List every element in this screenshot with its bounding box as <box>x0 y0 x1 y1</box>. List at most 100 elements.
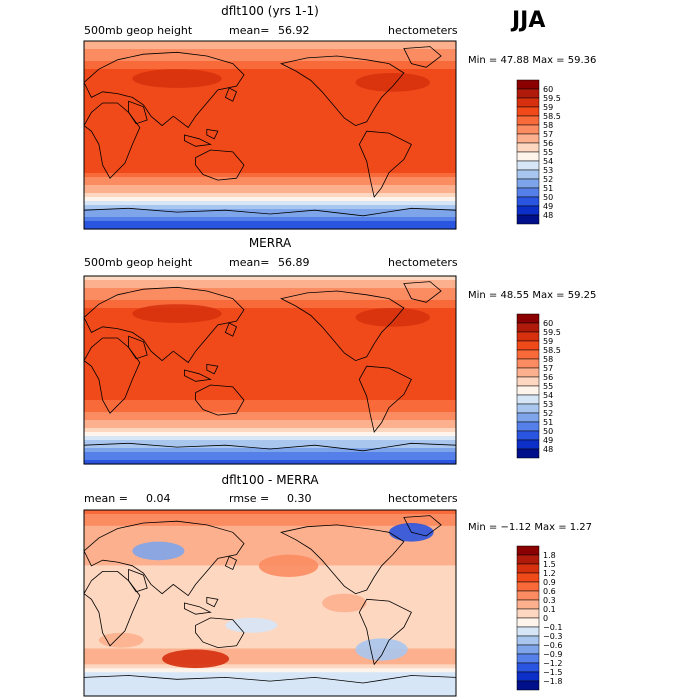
field-band <box>84 49 456 54</box>
panel-1-min-label: Min = <box>468 55 498 66</box>
panel-3-minmax: Min = −1.12 Max = 1.27 <box>468 522 592 533</box>
field-band <box>84 81 456 86</box>
field-band <box>84 668 456 673</box>
colorbar-swatch <box>516 367 540 378</box>
panel-2-minmax: Min = 48.55 Max = 59.25 <box>468 290 596 301</box>
field-band <box>84 340 456 345</box>
field-band <box>84 217 456 222</box>
field-band <box>84 165 456 170</box>
colorbar-swatch <box>516 169 540 180</box>
field-band <box>84 400 456 405</box>
field-band <box>84 636 456 642</box>
coastline-path <box>280 524 405 595</box>
field-band <box>84 608 456 614</box>
colorbar-swatch <box>516 214 540 225</box>
high-pressure-area <box>132 304 222 323</box>
panel-2-min-value: 48.55 <box>500 290 530 301</box>
field-band <box>84 428 456 433</box>
field-band <box>84 372 456 377</box>
colorbar-swatch <box>516 680 540 691</box>
colorbar-tick-label: 49 <box>543 202 553 211</box>
coastline-path <box>83 286 245 364</box>
field-band <box>84 664 456 669</box>
field-band <box>84 604 456 610</box>
field-band <box>84 300 456 305</box>
colorbar-swatch <box>516 151 540 162</box>
field-band <box>84 213 456 218</box>
colorbar-tick-label: 59 <box>543 337 553 346</box>
field-band <box>84 344 456 349</box>
field-band <box>84 157 456 162</box>
field-band <box>84 109 456 114</box>
colorbar-swatch <box>516 653 540 664</box>
colorbar-tick-label: 0 <box>543 614 548 623</box>
panel-2-units: hectometers <box>388 256 458 269</box>
field-band <box>84 585 456 590</box>
field-band <box>84 221 456 226</box>
colorbar-tick-label: 0.1 <box>543 605 556 614</box>
field-band <box>84 332 456 337</box>
coastline-path <box>128 335 148 360</box>
field-band <box>84 77 456 82</box>
map-frame <box>83 40 457 230</box>
field-band <box>84 513 456 519</box>
colorbar-swatch <box>516 142 540 153</box>
field-band <box>84 424 456 429</box>
colorbar-swatch <box>516 178 540 189</box>
colorbar-swatch <box>516 644 540 655</box>
colorbar-swatch <box>516 187 540 198</box>
field-band <box>84 537 456 543</box>
colorbar-tick-label: 52 <box>543 409 553 418</box>
field-band <box>84 521 456 527</box>
anomaly-patch <box>225 617 278 633</box>
field-band <box>84 612 456 618</box>
field-band <box>84 85 456 90</box>
field-band <box>84 225 456 230</box>
map-frame <box>83 509 457 697</box>
field-band <box>84 288 456 293</box>
colorbar-swatch <box>516 394 540 405</box>
field-band <box>84 328 456 333</box>
colorbar-swatch <box>516 88 540 99</box>
field-band <box>84 581 456 586</box>
colorbar-tick-label: 57 <box>543 364 553 373</box>
panel-2-title: MERRA <box>248 236 292 250</box>
field-band <box>84 360 456 365</box>
colorbar-swatch <box>516 608 540 619</box>
panel-3-max-label: Max = <box>534 522 567 533</box>
colorbar-tick-label: 56 <box>543 373 553 382</box>
field-band <box>84 149 456 154</box>
field-band <box>84 396 456 401</box>
coastline-path <box>195 617 245 649</box>
field-band <box>84 601 456 606</box>
colorbar-swatch <box>516 430 540 441</box>
field-band <box>84 408 456 413</box>
colorbar-swatch <box>516 599 540 610</box>
panel-1-map <box>83 40 457 230</box>
panel-1-min-value: 47.88 <box>500 55 530 66</box>
colorbar-tick-label: 52 <box>543 175 553 184</box>
colorbar-tick-label: 54 <box>543 157 553 166</box>
colorbar-swatch <box>516 196 540 207</box>
field-band <box>84 97 456 102</box>
panel-1-variable-label: 500mb geop height <box>84 24 193 37</box>
colorbar-swatch <box>516 133 540 144</box>
field-band <box>84 640 456 646</box>
field-band <box>84 145 456 150</box>
field-band <box>84 652 456 658</box>
field-band <box>84 648 456 654</box>
panel-1-max-label: Max = <box>532 55 565 66</box>
field-band <box>84 404 456 409</box>
panel-3-units: hectometers <box>388 492 458 505</box>
field-band <box>84 61 456 66</box>
coastline-path <box>280 290 405 362</box>
panel-3-rmse-value: 0.30 <box>287 492 312 505</box>
colorbar-tick-label: 48 <box>543 445 553 454</box>
panel-1-minmax: Min = 47.88 Max = 59.36 <box>468 55 596 66</box>
coastline-path <box>403 515 442 537</box>
field-band <box>84 644 456 650</box>
coastline-path <box>83 520 245 597</box>
high-pressure-area <box>132 69 222 88</box>
field-band <box>84 65 456 70</box>
